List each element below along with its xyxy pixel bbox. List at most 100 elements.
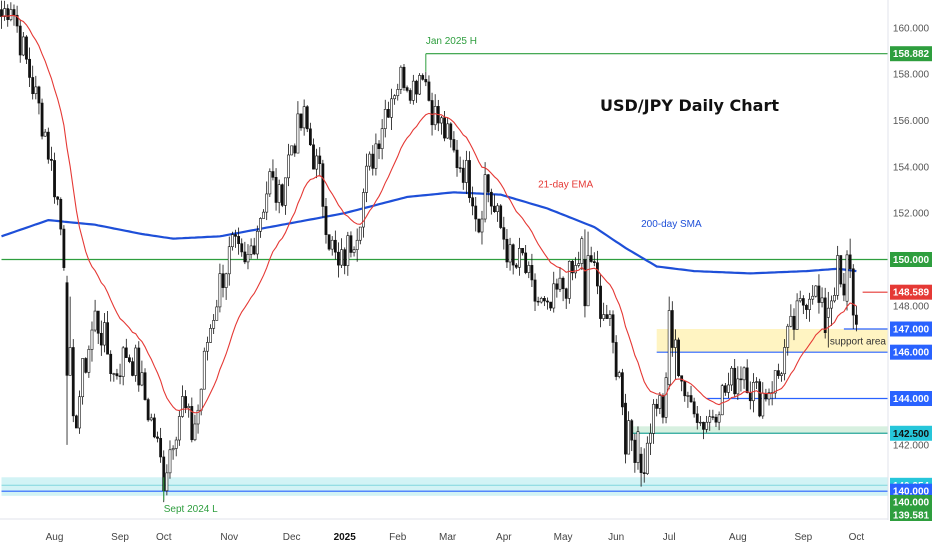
candle — [358, 226, 362, 245]
candle — [474, 196, 478, 232]
candle — [305, 105, 309, 133]
candle — [596, 250, 599, 295]
candle — [558, 267, 562, 293]
candle — [620, 368, 624, 416]
candle — [212, 314, 216, 335]
svg-text:140.000: 140.000 — [893, 487, 930, 498]
candle — [564, 287, 568, 309]
candle — [571, 259, 574, 281]
candle — [702, 421, 705, 440]
candle — [674, 329, 677, 381]
candle — [773, 370, 777, 399]
level-badge-148.589: 148.589 — [890, 284, 932, 300]
candle — [121, 346, 125, 386]
candle — [109, 350, 113, 382]
svg-text:139.581: 139.581 — [893, 511, 930, 522]
time-axis[interactable]: Aug Sep Oct Nov Dec 2025 Feb Mar Apr May Jun Jul Aug… — [46, 532, 865, 543]
candle — [386, 101, 390, 118]
candle — [443, 111, 446, 142]
candle — [695, 406, 699, 430]
annotation-2: 21-day EMA — [538, 180, 593, 191]
levels-layer — [1, 53, 888, 492]
candle — [28, 47, 31, 88]
x-tick-label: Jul — [663, 532, 676, 543]
candle — [452, 131, 456, 153]
candle — [780, 371, 783, 382]
candle — [168, 440, 172, 479]
candle — [583, 229, 587, 318]
candle — [65, 275, 69, 445]
candle — [808, 292, 811, 322]
svg-text:144.000: 144.000 — [893, 394, 930, 405]
candle — [574, 257, 577, 279]
annotation-3: 200-day SMA — [641, 219, 702, 230]
candle — [215, 299, 219, 321]
x-tick-label: Aug — [46, 532, 64, 543]
candle — [652, 399, 655, 444]
candle — [549, 301, 553, 311]
candle — [81, 358, 85, 405]
candle — [658, 392, 662, 415]
candle — [801, 295, 805, 315]
ema-21-line — [1, 15, 857, 414]
candle — [174, 436, 178, 457]
candle — [143, 368, 147, 401]
candle — [190, 397, 194, 443]
candle — [343, 247, 347, 275]
candle — [402, 64, 406, 91]
candle — [237, 227, 241, 255]
candle — [115, 368, 119, 380]
x-tick-label: Sep — [111, 532, 129, 543]
candle — [224, 272, 228, 300]
zone-2 — [1, 477, 888, 496]
candle — [461, 159, 465, 190]
candle — [539, 296, 543, 304]
candle — [84, 357, 88, 374]
candle — [677, 337, 680, 378]
candle — [396, 83, 400, 101]
candle — [645, 436, 649, 475]
candle — [599, 273, 602, 328]
svg-text:142.500: 142.500 — [893, 429, 930, 440]
candle — [280, 183, 284, 208]
candle — [455, 140, 459, 177]
y-tick-label: 152.000 — [893, 209, 930, 220]
x-tick-label: Mar — [439, 532, 457, 543]
candle — [789, 304, 793, 328]
candle — [736, 366, 740, 400]
candle — [365, 153, 368, 203]
candle — [427, 75, 431, 102]
candle — [337, 242, 340, 278]
candle — [493, 194, 496, 213]
candle — [321, 159, 325, 218]
candle — [46, 127, 50, 164]
candle — [486, 173, 490, 203]
candle — [196, 404, 200, 434]
annotation-0: Jan 2025 H — [426, 36, 477, 47]
candle — [152, 413, 156, 439]
candle — [187, 403, 191, 418]
candle — [424, 71, 428, 87]
x-tick-label: Feb — [389, 532, 407, 543]
candle — [149, 413, 153, 422]
candle — [262, 209, 265, 219]
candle — [349, 231, 353, 258]
candle — [717, 411, 721, 431]
candle — [246, 244, 250, 270]
candle — [277, 179, 281, 214]
candle — [74, 414, 78, 429]
candle — [362, 188, 365, 238]
candle — [68, 296, 72, 376]
candle — [218, 263, 222, 313]
candle — [165, 464, 169, 496]
candle — [842, 273, 846, 302]
candle — [146, 397, 150, 422]
level-badge-140.000: 140.000 — [890, 483, 932, 499]
x-tick-label: May — [554, 532, 573, 543]
candle — [630, 418, 634, 452]
candle — [159, 427, 163, 463]
candle — [518, 237, 521, 276]
candle — [786, 323, 790, 356]
candle — [355, 228, 359, 262]
